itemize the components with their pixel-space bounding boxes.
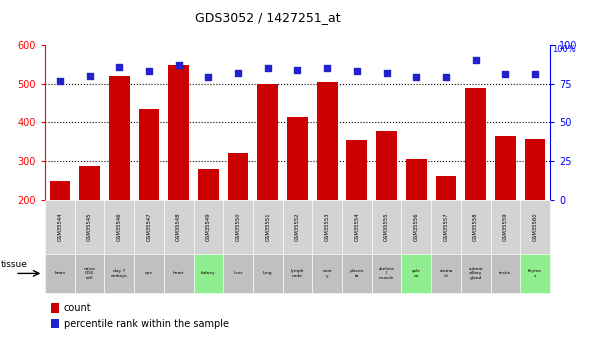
Text: naive
CD4
cell: naive CD4 cell [84, 267, 96, 280]
Text: GSM35547: GSM35547 [147, 213, 151, 241]
Bar [525, 139, 546, 200]
Point [441, 75, 451, 80]
Bar [228, 153, 248, 200]
Text: brain: brain [54, 272, 66, 275]
Text: testis: testis [499, 272, 511, 275]
Bar [317, 82, 338, 200]
Bar [168, 66, 189, 200]
Point [352, 68, 362, 74]
Point [115, 64, 124, 69]
Text: GSM35557: GSM35557 [444, 213, 448, 241]
Point [382, 70, 391, 76]
Point [412, 75, 421, 80]
Bar [257, 84, 278, 200]
Bar [109, 76, 130, 200]
Bar [79, 166, 100, 200]
Text: GSM35550: GSM35550 [236, 213, 240, 241]
Text: subma
xillary
gland: subma xillary gland [468, 267, 483, 280]
Text: skeleta
l
muscle: skeleta l muscle [379, 267, 394, 280]
Point [471, 58, 480, 63]
Text: GSM35558: GSM35558 [473, 213, 478, 241]
Bar [49, 181, 70, 200]
Text: day 7
embryо: day 7 embryо [111, 269, 127, 278]
Text: lymph
node: lymph node [291, 269, 304, 278]
Bar [406, 159, 427, 200]
Bar [465, 88, 486, 200]
Text: tissue: tissue [1, 260, 28, 269]
Point [293, 67, 302, 72]
Text: GSM35554: GSM35554 [355, 213, 359, 241]
Text: GSM35545: GSM35545 [87, 213, 92, 241]
Point [204, 75, 213, 80]
Text: thymu
s: thymu s [528, 269, 542, 278]
Text: GDS3052 / 1427251_at: GDS3052 / 1427251_at [195, 11, 340, 24]
Text: percentile rank within the sample: percentile rank within the sample [64, 319, 229, 328]
Bar [198, 169, 219, 200]
Text: GSM35560: GSM35560 [532, 213, 537, 241]
Text: GSM35553: GSM35553 [325, 213, 330, 241]
Text: GSM35555: GSM35555 [384, 213, 389, 241]
Text: count: count [64, 303, 91, 313]
Point [322, 66, 332, 71]
Text: heart: heart [173, 272, 185, 275]
Text: GSM35548: GSM35548 [176, 213, 182, 241]
Text: GSM35546: GSM35546 [117, 213, 122, 241]
Text: placen
ta: placen ta [350, 269, 364, 278]
Text: GSM35551: GSM35551 [265, 213, 270, 241]
Text: GSM35552: GSM35552 [295, 213, 300, 241]
Text: lung: lung [263, 272, 273, 275]
Text: GSM35556: GSM35556 [413, 213, 419, 241]
Point [501, 72, 510, 77]
Point [263, 66, 273, 71]
Text: sple
en: sple en [412, 269, 421, 278]
Point [233, 70, 243, 76]
Text: liver: liver [233, 272, 243, 275]
Point [530, 72, 540, 77]
Text: GSM35559: GSM35559 [503, 213, 508, 241]
Bar [495, 136, 516, 200]
Bar [376, 131, 397, 200]
Point [144, 68, 154, 74]
Text: kidney: kidney [201, 272, 216, 275]
Text: 100%: 100% [552, 45, 576, 54]
Bar [436, 176, 456, 200]
Bar [347, 140, 367, 200]
Point [85, 73, 94, 79]
Text: GSM35544: GSM35544 [58, 213, 63, 241]
Point [174, 62, 183, 68]
Text: eye: eye [145, 272, 153, 275]
Text: stoma
ch: stoma ch [439, 269, 453, 278]
Text: ovar
y: ovar y [322, 269, 332, 278]
Text: GSM35549: GSM35549 [206, 213, 211, 241]
Bar [139, 108, 159, 200]
Point [55, 78, 65, 83]
Bar [287, 117, 308, 200]
